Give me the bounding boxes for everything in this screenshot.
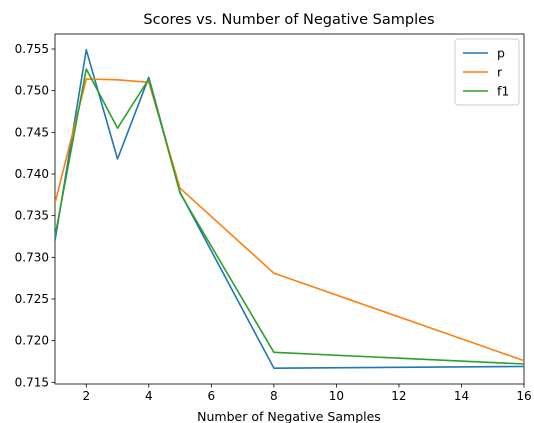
x-tick-label: 4 <box>145 389 153 403</box>
x-axis: 2 4 6 8 10 12 14 16 <box>82 384 532 403</box>
y-tick-label: 0.730 <box>15 250 49 264</box>
y-tick-label: 0.745 <box>15 125 49 139</box>
legend-label-f1: f1 <box>497 84 509 99</box>
y-tick-label: 0.715 <box>15 375 49 389</box>
plot-frame <box>54 33 525 385</box>
y-tick-label: 0.740 <box>15 167 49 181</box>
y-tick-label: 0.720 <box>15 334 49 348</box>
x-tick-label: 2 <box>82 389 90 403</box>
x-tick-label: 12 <box>391 389 406 403</box>
x-tick-label: 6 <box>208 389 216 403</box>
series-lines <box>55 49 524 369</box>
x-tick-label: 16 <box>516 389 531 403</box>
legend-label-r: r <box>497 65 503 80</box>
legend-label-p: p <box>497 46 505 61</box>
series-line-f1 <box>55 68 524 365</box>
series-line-p <box>55 49 524 369</box>
y-tick-label: 0.725 <box>15 292 49 306</box>
series-line-r <box>55 78 524 362</box>
legend: pr f1 <box>454 38 520 106</box>
chart-title: Scores vs. Number of Negative Samples <box>143 12 434 28</box>
y-axis: 0.715 0.720 0.725 0.730 0.735 0.740 0.745 0.750… <box>15 42 55 389</box>
x-axis-label: Number of Negative Samples <box>197 409 381 423</box>
x-tick-label: 8 <box>270 389 278 403</box>
plot-area <box>54 33 525 385</box>
y-tick-label: 0.750 <box>15 84 49 98</box>
y-tick-label: 0.735 <box>15 209 49 223</box>
y-tick-label: 0.755 <box>15 42 49 56</box>
x-tick-label: 14 <box>454 389 469 403</box>
x-tick-label: 10 <box>329 389 344 403</box>
